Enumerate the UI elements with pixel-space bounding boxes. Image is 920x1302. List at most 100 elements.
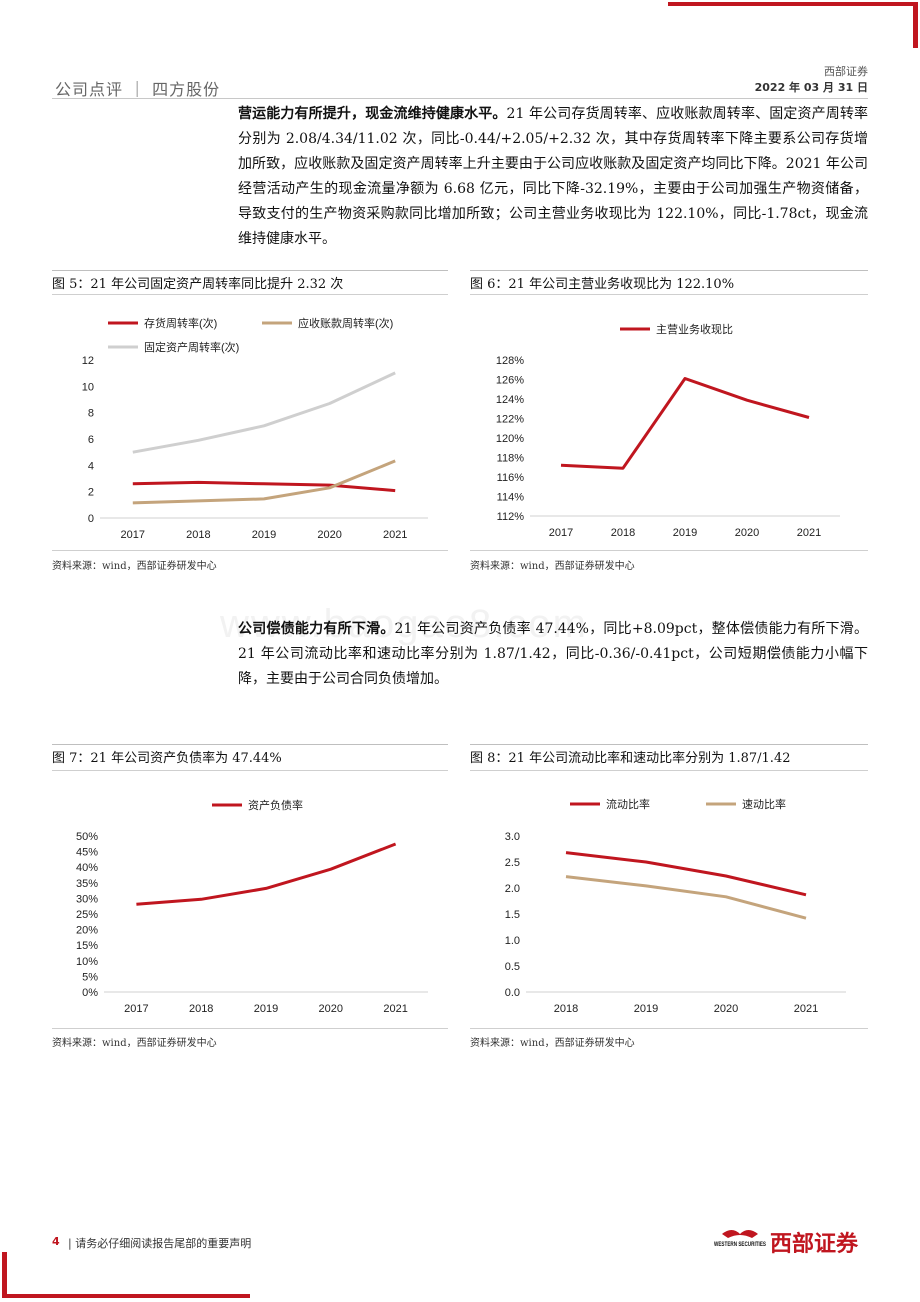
y-tick-label: 6 [88,434,94,446]
fig7-title: 图 7：21 年公司资产负债率为 47.44% [52,751,282,766]
x-tick-label: 2021 [794,1003,818,1015]
series-line [136,842,397,906]
y-tick-label: 45% [76,847,98,859]
legend-label: 应收账款周转率(次) [298,316,393,330]
legend-label: 资产负债率 [248,798,303,812]
y-tick-label: 118% [497,453,525,465]
paragraph-operating: 营运能力有所提升，现金流维持健康水平。21 年公司存货周转率、应收账款周转率、固… [238,102,868,252]
fig5-source: 资料来源：wind，西部证券研发中心 [52,561,217,572]
series-line [560,377,810,470]
y-tick-label: 25% [76,909,98,921]
x-tick-label: 2017 [549,527,573,539]
y-tick-label: 8 [88,408,94,420]
fig5-title: 图 5：21 年公司固定资产周转率同比提升 2.32 次 [52,277,344,292]
y-tick-label: 40% [76,862,98,874]
x-tick-label: 2020 [317,529,341,541]
fig7-title-rule [52,770,448,771]
y-tick-label: 124% [496,394,524,406]
paragraph-operating-heading: 营运能力有所提升，现金流维持健康水平。 [238,106,507,122]
fig6-title: 图 6：21 年公司主营业务收现比为 122.10% [470,277,735,292]
x-tick-label: 2018 [554,1003,578,1015]
fig7-top-rule [52,744,448,745]
y-tick-label: 128% [496,355,524,367]
fig6-source: 资料来源：wind，西部证券研发中心 [470,561,635,572]
fig5-bottom-rule [52,550,448,551]
header-firm: 西部证券 [824,65,868,78]
paragraph-solvency-body: 21 年公司资产负债率 47.44%，同比+8.09pct，整体偿债能力有所下滑… [238,621,868,687]
y-tick-label: 122% [496,414,524,426]
y-tick-label: 4 [88,460,94,472]
y-tick-label: 120% [496,433,524,445]
fig7-bottom-rule [52,1028,448,1029]
y-tick-label: 112% [497,511,525,523]
x-tick-label: 2017 [121,529,145,541]
fig6-bottom-rule [470,550,868,551]
bottom-red-bar-vertical [2,1252,7,1298]
x-tick-label: 2020 [714,1003,738,1015]
fig6-chart: 112% 114% 116% 118% 120% 122% 124% 126% 128% 2017… [496,322,840,539]
x-tick-label: 2019 [252,529,276,541]
x-tick-label: 2019 [634,1003,658,1015]
bottom-red-bar [2,1294,250,1298]
x-tick-label: 2020 [735,527,759,539]
legend-label: 速动比率 [742,797,786,811]
header-meta: 西部证券 2022 年 03 月 31 日 [755,64,868,96]
y-tick-label: 30% [76,893,98,905]
y-tick-label: 12 [82,355,94,367]
paragraph-solvency-heading: 公司偿债能力有所下滑。 [238,621,395,637]
y-tick-label: 5% [82,971,98,983]
x-tick-label: 2021 [383,1003,407,1015]
x-tick-label: 2018 [186,529,210,541]
x-tick-label: 2020 [319,1003,343,1015]
y-tick-label: 10% [76,956,98,968]
fig7-source: 资料来源：wind，西部证券研发中心 [52,1038,217,1049]
fig5-top-rule [52,270,448,271]
y-tick-label: 2.0 [505,883,520,895]
fig8-bottom-rule [470,1028,868,1029]
legend-label: 存货周转率(次) [144,316,217,330]
legend-label: 主营业务收现比 [656,322,733,336]
fig8-title: 图 8：21 年公司流动比率和速动比率分别为 1.87/1.42 [470,751,791,766]
y-tick-label: 15% [76,940,98,952]
fig7-chart: 0% 5% 10% 15% 20% 25% 30% 35% 40% 45% 50% 2017 2018 2… [76,798,428,1015]
footer-page-number: 4 [52,1235,60,1248]
y-tick-label: 10 [82,381,94,393]
fig8-source: 资料来源：wind，西部证券研发中心 [470,1038,635,1049]
y-tick-label: 2.5 [505,857,520,869]
header-rule [52,98,868,99]
y-tick-label: 3.0 [505,831,520,843]
x-tick-label: 2017 [124,1003,148,1015]
fig5-title-rule [52,294,448,295]
paragraph-solvency: 公司偿债能力有所下滑。21 年公司资产负债率 47.44%，同比+8.09pct… [238,617,868,692]
series-line [565,875,807,920]
logo-en-text: WESTERN SECURITIES [714,1242,766,1248]
x-tick-label: 2018 [189,1003,213,1015]
fig8-top-rule [470,744,868,745]
header-section: 公司点评 ｜ 四方股份 [55,80,221,99]
x-tick-label: 2018 [611,527,635,539]
y-tick-label: 114% [497,492,525,504]
x-tick-label: 2019 [254,1003,278,1015]
footer-disclaimer: | 请务必仔细阅读报告尾部的重要声明 [68,1237,252,1250]
legend-label: 固定资产周转率(次) [144,340,239,354]
x-tick-label: 2019 [673,527,697,539]
fig8-chart: 0.0 0.5 1.0 1.5 2.0 2.5 3.0 2018 2019 2020 2021 流动比… [505,797,846,1015]
y-tick-label: 0% [82,987,98,999]
fig6-title-rule [470,294,868,295]
fig5-chart: 0 2 4 6 8 10 12 2017 2018 2019 2020 2021 存货周转率(次) 应收账… [82,316,428,541]
y-tick-label: 0.0 [505,987,520,999]
y-tick-label: 0 [88,513,94,525]
y-tick-label: 50% [76,831,98,843]
paragraph-operating-body: 21 年公司存货周转率、应收账款周转率、固定资产周转率分别为 2.08/4.34… [238,106,869,247]
western-logo-icon: WESTERN SECURITIES [714,1230,766,1248]
top-red-bar-vertical [913,2,918,48]
x-tick-label: 2021 [383,529,407,541]
y-tick-label: 0.5 [505,961,520,973]
fig6-top-rule [470,270,868,271]
series-line [132,480,396,493]
y-tick-label: 2 [88,487,94,499]
y-tick-label: 35% [76,878,98,890]
x-tick-label: 2021 [797,527,821,539]
top-red-bar [668,2,918,6]
header-date: 2022 年 03 月 31 日 [754,81,868,94]
